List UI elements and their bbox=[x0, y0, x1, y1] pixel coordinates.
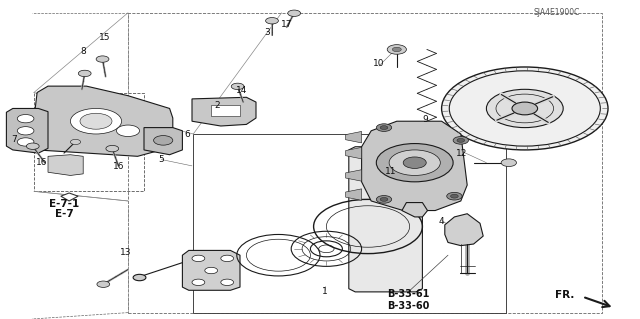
Polygon shape bbox=[61, 193, 78, 201]
Text: 3: 3 bbox=[265, 28, 270, 37]
Circle shape bbox=[133, 274, 146, 281]
Polygon shape bbox=[182, 250, 240, 290]
Circle shape bbox=[205, 267, 218, 274]
Text: E-7-1: E-7-1 bbox=[49, 198, 79, 209]
Text: 11: 11 bbox=[385, 167, 396, 176]
Circle shape bbox=[154, 136, 173, 145]
Text: 1: 1 bbox=[323, 287, 328, 296]
Polygon shape bbox=[35, 86, 173, 156]
Text: 13: 13 bbox=[120, 248, 131, 257]
Circle shape bbox=[80, 113, 112, 129]
Circle shape bbox=[17, 115, 34, 123]
Circle shape bbox=[501, 159, 516, 167]
Circle shape bbox=[106, 145, 118, 152]
Circle shape bbox=[380, 197, 388, 201]
Circle shape bbox=[512, 102, 538, 115]
Polygon shape bbox=[211, 105, 240, 116]
Text: 16: 16 bbox=[36, 158, 47, 167]
Text: 14: 14 bbox=[236, 86, 248, 95]
Text: 6: 6 bbox=[185, 130, 190, 139]
Text: E-7: E-7 bbox=[54, 209, 74, 219]
Circle shape bbox=[376, 196, 392, 203]
Circle shape bbox=[451, 194, 458, 198]
Text: 8: 8 bbox=[81, 47, 86, 56]
Circle shape bbox=[96, 56, 109, 62]
Circle shape bbox=[447, 192, 462, 200]
Circle shape bbox=[192, 279, 205, 286]
Circle shape bbox=[221, 255, 234, 262]
Text: SJA4E1900C: SJA4E1900C bbox=[534, 8, 580, 17]
Bar bbox=[193, 134, 506, 313]
Text: 15: 15 bbox=[99, 33, 110, 42]
Circle shape bbox=[116, 125, 140, 137]
Circle shape bbox=[17, 138, 34, 146]
Circle shape bbox=[457, 138, 465, 142]
Text: B-33-60: B-33-60 bbox=[387, 300, 429, 311]
Text: 17: 17 bbox=[281, 20, 292, 29]
Circle shape bbox=[231, 83, 244, 90]
Circle shape bbox=[453, 137, 468, 144]
Polygon shape bbox=[402, 203, 428, 217]
Text: B-33-61: B-33-61 bbox=[387, 289, 429, 299]
Polygon shape bbox=[6, 108, 48, 153]
Circle shape bbox=[486, 89, 563, 128]
Circle shape bbox=[70, 139, 81, 145]
Circle shape bbox=[389, 150, 440, 175]
Circle shape bbox=[380, 126, 388, 130]
Circle shape bbox=[376, 124, 392, 131]
Text: 12: 12 bbox=[456, 149, 468, 158]
Polygon shape bbox=[48, 155, 83, 175]
Text: 2: 2 bbox=[215, 101, 220, 110]
Text: 16: 16 bbox=[113, 162, 124, 171]
Polygon shape bbox=[346, 147, 362, 159]
Circle shape bbox=[17, 127, 34, 135]
Circle shape bbox=[387, 45, 406, 54]
Circle shape bbox=[221, 279, 234, 286]
Circle shape bbox=[403, 157, 426, 168]
Polygon shape bbox=[192, 97, 256, 126]
Text: 7: 7 bbox=[12, 135, 17, 144]
Polygon shape bbox=[445, 214, 483, 246]
Circle shape bbox=[78, 70, 91, 77]
Text: 5: 5 bbox=[159, 155, 164, 164]
Polygon shape bbox=[346, 189, 362, 200]
Polygon shape bbox=[362, 121, 467, 211]
Circle shape bbox=[376, 144, 453, 182]
Bar bbox=[128, 13, 602, 313]
Bar bbox=[34, 93, 144, 191]
Circle shape bbox=[97, 281, 109, 287]
Circle shape bbox=[442, 67, 608, 150]
Text: 4: 4 bbox=[439, 217, 444, 226]
Circle shape bbox=[26, 143, 39, 149]
Polygon shape bbox=[346, 131, 362, 143]
Polygon shape bbox=[144, 128, 182, 155]
Circle shape bbox=[392, 47, 401, 52]
Circle shape bbox=[266, 18, 278, 24]
Circle shape bbox=[288, 10, 301, 17]
Circle shape bbox=[192, 255, 205, 262]
Text: 9: 9 bbox=[423, 115, 428, 124]
Circle shape bbox=[70, 108, 122, 134]
Text: 10: 10 bbox=[373, 59, 385, 68]
Polygon shape bbox=[349, 147, 422, 292]
Polygon shape bbox=[346, 170, 362, 181]
Text: FR.: FR. bbox=[556, 290, 575, 300]
